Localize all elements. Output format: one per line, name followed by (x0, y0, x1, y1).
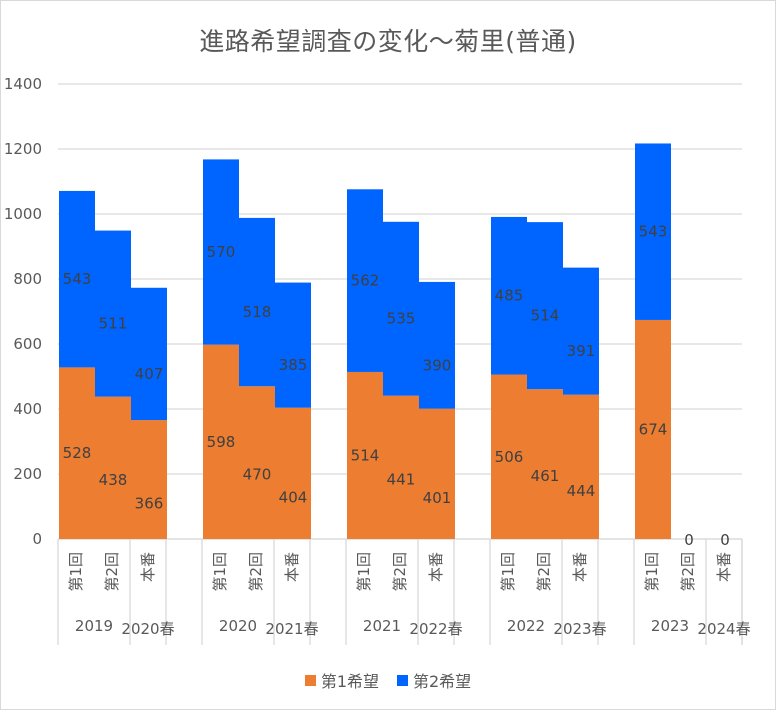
y-tick-label: 600 (13, 335, 42, 353)
legend: 第1希望 第2希望 (0, 668, 776, 692)
category-label: 第1回 (499, 552, 517, 592)
bar-first-choice (203, 344, 239, 539)
year-label: 2022 (507, 617, 545, 635)
bar-first-choice (347, 371, 383, 539)
bar-second-choice (527, 222, 563, 390)
category-label: 第1回 (211, 552, 229, 592)
legend-item-second-choice: 第2希望 (397, 668, 471, 692)
bar-first-choice (383, 395, 419, 539)
bar-first-choice (59, 367, 95, 539)
category-label: 第2回 (391, 552, 409, 592)
data-label-first-choice: 598 (207, 433, 236, 451)
data-label-second-choice: 535 (387, 310, 416, 328)
bar-second-choice (95, 230, 131, 397)
data-label-first-choice: 401 (423, 489, 452, 507)
data-label-second-choice: 407 (135, 365, 164, 383)
data-label-first-choice: 0 (684, 531, 694, 549)
bar-first-choice (635, 319, 671, 539)
data-label-first-choice: 404 (279, 488, 308, 506)
bar-second-choice (383, 221, 419, 396)
bar-second-choice (347, 189, 383, 372)
data-label-first-choice: 461 (531, 467, 560, 485)
legend-swatch-first-choice (304, 674, 316, 686)
spring-label: 2020春 (121, 620, 174, 638)
data-label-second-choice: 514 (531, 307, 560, 325)
y-tick-label: 1200 (4, 140, 42, 158)
bar-second-choice (275, 282, 311, 408)
bar-first-choice (527, 389, 563, 539)
bar-first-choice (131, 420, 167, 539)
legend-item-first-choice: 第1希望 (304, 668, 379, 692)
data-label-first-choice: 506 (495, 448, 524, 466)
data-label-second-choice: 518 (243, 303, 272, 321)
data-label-second-choice: 485 (495, 287, 524, 305)
bar-first-choice (419, 408, 455, 539)
spring-label: 2022春 (409, 620, 462, 638)
data-label-first-choice: 674 (639, 420, 668, 438)
bar-first-choice (95, 396, 131, 539)
y-tick-label: 400 (13, 400, 42, 418)
category-label: 本番 (283, 552, 301, 582)
y-tick-label: 800 (13, 270, 42, 288)
category-label: 本番 (715, 552, 733, 582)
year-label: 2020 (219, 617, 257, 635)
year-label: 2021 (363, 617, 401, 635)
category-label: 第2回 (247, 552, 265, 592)
spring-label: 2024春 (697, 620, 750, 638)
data-label-second-choice: 391 (567, 342, 596, 360)
category-label: 第2回 (679, 552, 697, 592)
category-label: 第1回 (67, 552, 85, 592)
bar-second-choice (419, 281, 455, 409)
data-label-first-choice: 528 (63, 444, 92, 462)
data-label-first-choice: 366 (135, 495, 164, 513)
bar-second-choice (563, 267, 599, 395)
y-tick-label: 0 (32, 530, 42, 548)
year-label: 2019 (75, 617, 113, 635)
bar-second-choice (635, 143, 671, 320)
category-label: 第2回 (103, 552, 121, 592)
data-label-first-choice: 514 (351, 446, 380, 464)
year-label: 2023 (651, 617, 689, 635)
bar-second-choice (59, 190, 95, 368)
y-tick-label: 1400 (4, 75, 42, 93)
bar-first-choice (563, 394, 599, 539)
y-tick-label: 200 (13, 465, 42, 483)
bar-second-choice (239, 217, 275, 387)
bar-second-choice (131, 287, 167, 421)
data-label-second-choice: 570 (207, 243, 236, 261)
legend-label-first-choice: 第1希望 (320, 672, 379, 691)
category-label: 第1回 (643, 552, 661, 592)
data-label-second-choice: 543 (63, 270, 92, 288)
data-label-second-choice: 562 (351, 272, 380, 290)
data-label-first-choice: 470 (243, 466, 272, 484)
category-label: 本番 (139, 552, 157, 582)
chart-title: 進路希望調査の変化～菊里(普通) (199, 27, 577, 56)
category-label: 本番 (571, 552, 589, 582)
bar-second-choice (491, 216, 527, 375)
y-tick-label: 1000 (4, 205, 42, 223)
bar-first-choice (275, 407, 311, 539)
data-label-second-choice: 390 (423, 356, 452, 374)
spring-label: 2023春 (553, 620, 606, 638)
bar-second-choice (203, 159, 239, 345)
data-label-second-choice: 385 (279, 356, 308, 374)
category-label: 本番 (427, 552, 445, 582)
data-label-first-choice: 444 (567, 482, 596, 500)
data-label-first-choice: 0 (720, 531, 730, 549)
data-label-first-choice: 441 (387, 470, 416, 488)
data-label-first-choice: 438 (99, 471, 128, 489)
legend-swatch-second-choice (397, 674, 408, 686)
bar-first-choice (239, 386, 275, 539)
category-label: 第1回 (355, 552, 373, 592)
data-label-second-choice: 543 (639, 223, 668, 241)
category-label: 第2回 (535, 552, 553, 592)
data-label-second-choice: 511 (99, 315, 128, 333)
spring-label: 2021春 (265, 620, 318, 638)
bar-first-choice (491, 374, 527, 539)
legend-label-second-choice: 第2希望 (413, 672, 472, 691)
